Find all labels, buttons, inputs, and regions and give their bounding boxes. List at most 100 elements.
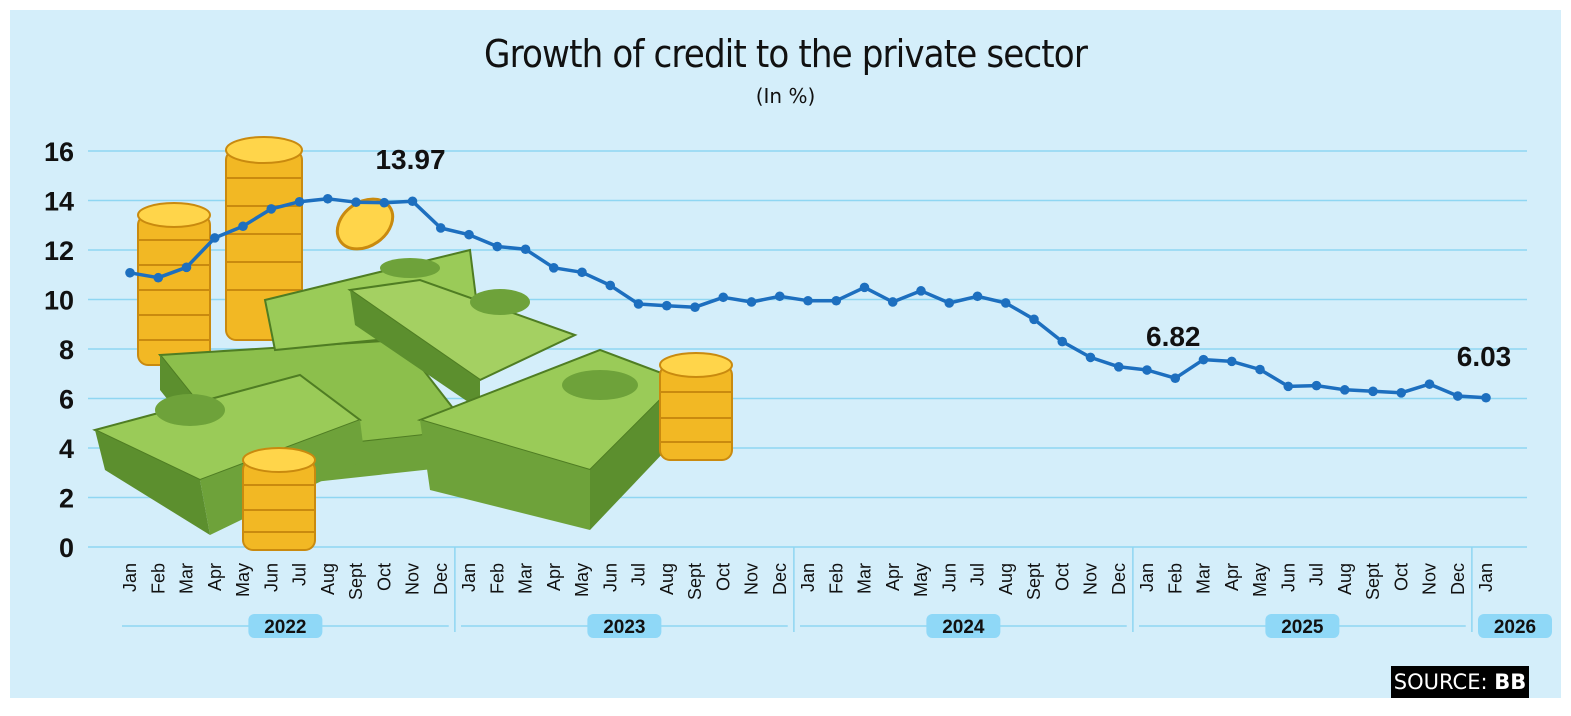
data-point (633, 299, 644, 309)
x-tick-label: Mar (855, 563, 875, 594)
x-tick-label: Sept (346, 563, 366, 600)
y-tick-label: 0 (59, 533, 74, 563)
money-illustration (92, 136, 733, 551)
data-point (746, 297, 757, 307)
data-point (1452, 391, 1463, 401)
data-point (1057, 336, 1068, 347)
x-tick-label: Nov (403, 563, 423, 595)
year-badge (248, 614, 323, 638)
x-tick-label: Jan (1476, 563, 1496, 592)
year-label: 2024 (942, 617, 985, 638)
data-point (972, 291, 983, 302)
data-point (1283, 381, 1294, 392)
data-point (548, 263, 559, 273)
x-tick-label: Jul (1307, 563, 1327, 586)
y-tick-label: 10 (44, 286, 74, 316)
data-point (803, 295, 813, 306)
year-label: 2023 (603, 617, 645, 638)
x-tick-label: Jul (290, 563, 310, 586)
data-point (1000, 298, 1011, 308)
x-tick-label: Jan (459, 563, 479, 592)
chart-title: Growth of credit to the private sector (484, 32, 1088, 76)
x-tick-label: Apr (205, 563, 225, 591)
data-label: 13.97 (375, 144, 445, 175)
x-tick-label: Sept (685, 563, 705, 600)
year-label: 2022 (264, 617, 306, 638)
data-point (209, 233, 220, 243)
source-badge: SOURCE: BB (1391, 666, 1529, 698)
data-point (1085, 352, 1096, 363)
y-tick-label: 14 (44, 187, 74, 217)
data-labels: 13.97 6.82 6.03 (375, 144, 1511, 372)
x-tick-label: Mar (1194, 563, 1214, 594)
x-tick-label: Dec (1448, 563, 1468, 595)
year-badge (926, 614, 1001, 638)
x-tick-label: Dec (1109, 563, 1129, 595)
data-point (351, 197, 361, 208)
x-tick-label: Jun (939, 563, 959, 592)
data-point (435, 223, 446, 233)
x-tick-label: Apr (883, 563, 903, 591)
x-tick-label: May (572, 563, 592, 597)
data-point (125, 267, 135, 278)
data-point (718, 292, 729, 303)
data-point (464, 229, 474, 240)
x-tick-label: Feb (487, 563, 507, 594)
data-point (1368, 386, 1378, 397)
x-tick-label: May (1250, 563, 1270, 597)
x-tick-label: Oct (713, 563, 733, 591)
data-point (944, 298, 955, 308)
x-tick-label: Apr (544, 563, 564, 591)
year-badge (1478, 614, 1552, 638)
x-tick-label: Aug (318, 563, 338, 595)
data-point (266, 204, 277, 214)
year-label: 2025 (1281, 617, 1324, 638)
data-point (1396, 388, 1407, 398)
x-tick-label: Dec (770, 563, 790, 595)
year-badge (1265, 614, 1340, 638)
chart-subtitle: (In %) (755, 84, 816, 108)
data-point (605, 280, 616, 291)
data-point (887, 297, 898, 307)
data-point (520, 244, 531, 255)
x-tick-label: Aug (1335, 563, 1355, 595)
coin-stack-icon (659, 352, 733, 461)
data-point (661, 300, 672, 311)
data-point (379, 197, 390, 208)
y-tick-label: 12 (44, 236, 74, 266)
x-tick-label: May (233, 563, 253, 597)
coin-stack-icon (225, 136, 303, 341)
data-points (125, 193, 1491, 403)
x-axis-year-groups: 2022 2023 2024 2025 2026 (122, 547, 1552, 638)
data-point (690, 302, 700, 312)
data-point (1142, 365, 1152, 375)
x-tick-label: Jun (600, 563, 620, 592)
data-point (916, 286, 926, 296)
data-point (1481, 392, 1491, 403)
x-tick-label: Nov (1420, 563, 1440, 595)
data-point (1113, 362, 1124, 372)
x-tick-label: Oct (1052, 563, 1072, 591)
x-tick-label: Jun (1278, 563, 1298, 592)
data-point (294, 196, 305, 207)
source-label: SOURCE: (1393, 670, 1488, 694)
x-tick-label: Jul (629, 563, 649, 586)
x-tick-label: Jun (261, 563, 281, 592)
data-point (238, 221, 248, 232)
x-tick-label: Aug (996, 563, 1016, 595)
banknote-stack-icon (347, 278, 578, 410)
x-tick-label: Oct (1391, 563, 1411, 591)
x-tick-label: Nov (742, 563, 762, 595)
x-tick-label: Jul (968, 563, 988, 586)
y-tick-label: 2 (59, 484, 74, 514)
x-tick-label: Jan (120, 563, 140, 592)
coin-stack-icon (242, 447, 316, 551)
x-axis-month-ticks: Jan Feb Mar Apr May Jun Jul Aug Sept Oct Nov Dec Jan… (120, 563, 1496, 600)
coin-stack-icon (137, 202, 211, 366)
data-point (322, 193, 333, 204)
data-point (831, 295, 842, 306)
data-point (407, 196, 418, 207)
y-tick-label: 16 (44, 137, 74, 167)
x-tick-label: Sept (1024, 563, 1044, 600)
